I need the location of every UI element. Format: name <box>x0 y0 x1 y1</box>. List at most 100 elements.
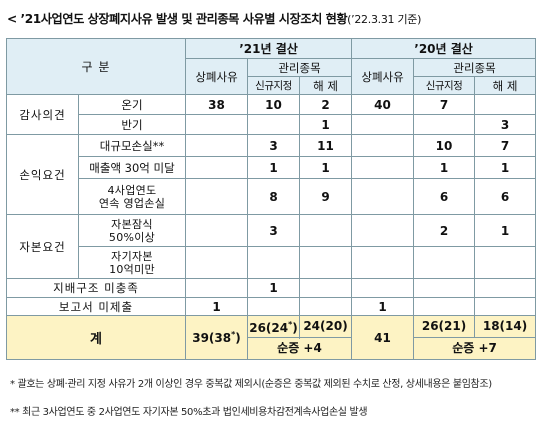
cell <box>185 156 248 179</box>
row-label-line: 10억미만 <box>109 262 155 276</box>
cell <box>185 214 248 247</box>
asterisk: * <box>231 330 236 339</box>
row-label: 자기자본 10억미만 <box>78 246 186 279</box>
header-management-21: 관리종목 <box>246 58 353 77</box>
title-main: < ’21사업연도 상장폐지사유 발생 및 관리종목 사유별 시장조치 현황 <box>7 12 348 26</box>
cell: 10 <box>413 134 476 157</box>
row-label: 지배구조 미충족 <box>6 278 186 298</box>
status-table: 구 분 ’21년 결산 ’20년 결산 상폐사유 관리종목 상폐사유 관리종목 … <box>6 38 537 360</box>
cell <box>351 114 415 135</box>
total-label: 계 <box>6 315 186 360</box>
cell <box>351 178 415 215</box>
cell: 1 <box>298 114 353 135</box>
cell: 2 <box>413 214 476 247</box>
header-year21: ’21년 결산 <box>184 38 353 59</box>
total-release-21: 24(20) <box>303 319 348 333</box>
cell <box>474 278 537 298</box>
cell <box>298 246 353 279</box>
cell <box>351 134 415 157</box>
header-release-21: 해 제 <box>298 76 353 95</box>
cell: 6 <box>413 178 476 215</box>
cell: 7 <box>413 94 476 115</box>
total-value: 26(24 <box>249 321 289 335</box>
footnote-2: ** 최근 3사업연도 중 2사업연도 자기자본 50%초과 법인세비용차감전계… <box>10 407 368 418</box>
cell <box>185 114 248 135</box>
header-release-20: 해 제 <box>474 76 537 95</box>
table-row: 4사업연도 연속 영업손실 8 9 6 6 <box>7 178 537 215</box>
row-label-line: 50%이상 <box>108 230 156 244</box>
table-row: 자본요건 자본잠식 50%이상 3 2 1 <box>6 214 537 279</box>
header-management-20: 관리종목 <box>413 58 537 77</box>
total-management-21: 26(24*) 24(20) 순증 +4 <box>246 315 353 360</box>
cell: 7 <box>474 134 537 157</box>
row-label: 대규모손실** <box>78 134 186 157</box>
row-label: 반기 <box>78 114 186 135</box>
row-label: 매출액 30억 미달 <box>78 156 186 179</box>
cell <box>298 214 353 247</box>
total-new-21: 26(24*) <box>249 316 301 339</box>
cell <box>351 156 415 179</box>
asterisk: * <box>288 320 293 329</box>
cell: 1 <box>247 278 300 298</box>
cell: 11 <box>298 134 353 157</box>
cell <box>247 246 300 279</box>
table-row: 보고서 미제출 1 1 <box>6 297 537 316</box>
cell <box>474 297 537 316</box>
cell <box>247 297 300 316</box>
row-label-line: 4사업연도 <box>107 183 157 197</box>
total-delisting-21: 39(38*) <box>185 315 248 360</box>
title-asof: (’22.3.31 기준) <box>347 13 422 26</box>
cell: 38 <box>185 94 248 115</box>
cell: 3 <box>247 214 300 247</box>
cell: 1 <box>185 297 248 316</box>
cell <box>185 278 248 298</box>
row-label-line: 연속 영업손실 <box>98 196 166 210</box>
total-management-21-top: 26(24*) 24(20) <box>248 316 351 339</box>
total-row: 계 39(38*) 26(24*) 24(20) 순증 +4 41 26(21)… <box>6 315 537 360</box>
cell <box>298 278 353 298</box>
cell <box>298 297 353 316</box>
row-label: 자본잠식 50%이상 <box>78 214 186 247</box>
cell <box>185 178 248 215</box>
table-row: 손익요건 대규모손실** 3 11 10 7 <box>6 134 537 215</box>
table-row: 자기자본 10억미만 <box>7 246 537 279</box>
header-new-20: 신규지정 <box>413 76 476 95</box>
cell <box>413 297 476 316</box>
cell <box>351 278 415 298</box>
cell: 6 <box>474 178 537 215</box>
table-row: 지배구조 미충족 1 <box>6 278 537 298</box>
cell: 1 <box>474 156 537 179</box>
total-value: 39(38 <box>192 331 232 345</box>
row-label: 4사업연도 연속 영업손실 <box>78 178 186 215</box>
cell <box>474 246 537 279</box>
header-new-21: 신규지정 <box>247 76 300 95</box>
cell: 1 <box>351 297 415 316</box>
row-label-line: 자기자본 <box>111 249 153 263</box>
header-delisting-21: 상폐사유 <box>185 58 248 95</box>
cell <box>247 114 300 135</box>
group-profit: 손익요건 <box>6 134 79 215</box>
table-row: 매출액 30억 미달 1 1 1 1 <box>7 156 537 179</box>
cell: 8 <box>247 178 300 215</box>
group-audit: 감사의견 <box>6 94 79 135</box>
footnote-1: * 괄호는 상폐·관리 지정 사유가 2개 이상인 경우 중복값 제외시(순증은… <box>10 379 492 390</box>
cell <box>185 246 248 279</box>
row-label: 보고서 미제출 <box>6 297 186 316</box>
cell: 1 <box>298 156 353 179</box>
total-management-20: 26(21) 18(14) 순증 +7 <box>413 315 537 360</box>
table-row: 반기 1 3 <box>7 114 537 135</box>
cell: 1 <box>247 156 300 179</box>
row-label-line: 자본잠식 <box>111 217 153 231</box>
cell: 40 <box>351 94 415 115</box>
total-release-20: 18(14) <box>482 319 528 333</box>
cell: 2 <box>298 94 353 115</box>
cell <box>413 114 476 135</box>
total-delisting-20: 41 <box>351 315 415 360</box>
cell: 3 <box>474 114 537 135</box>
table-row: 감사의견 온기 38 10 2 40 7 <box>6 94 537 135</box>
header-year20: ’20년 결산 <box>351 38 537 59</box>
net-increase-20: 순증 +7 <box>452 341 497 355</box>
header-delisting-20: 상폐사유 <box>351 58 415 95</box>
total-value: ) <box>292 321 298 335</box>
header-category: 구 분 <box>6 38 186 95</box>
